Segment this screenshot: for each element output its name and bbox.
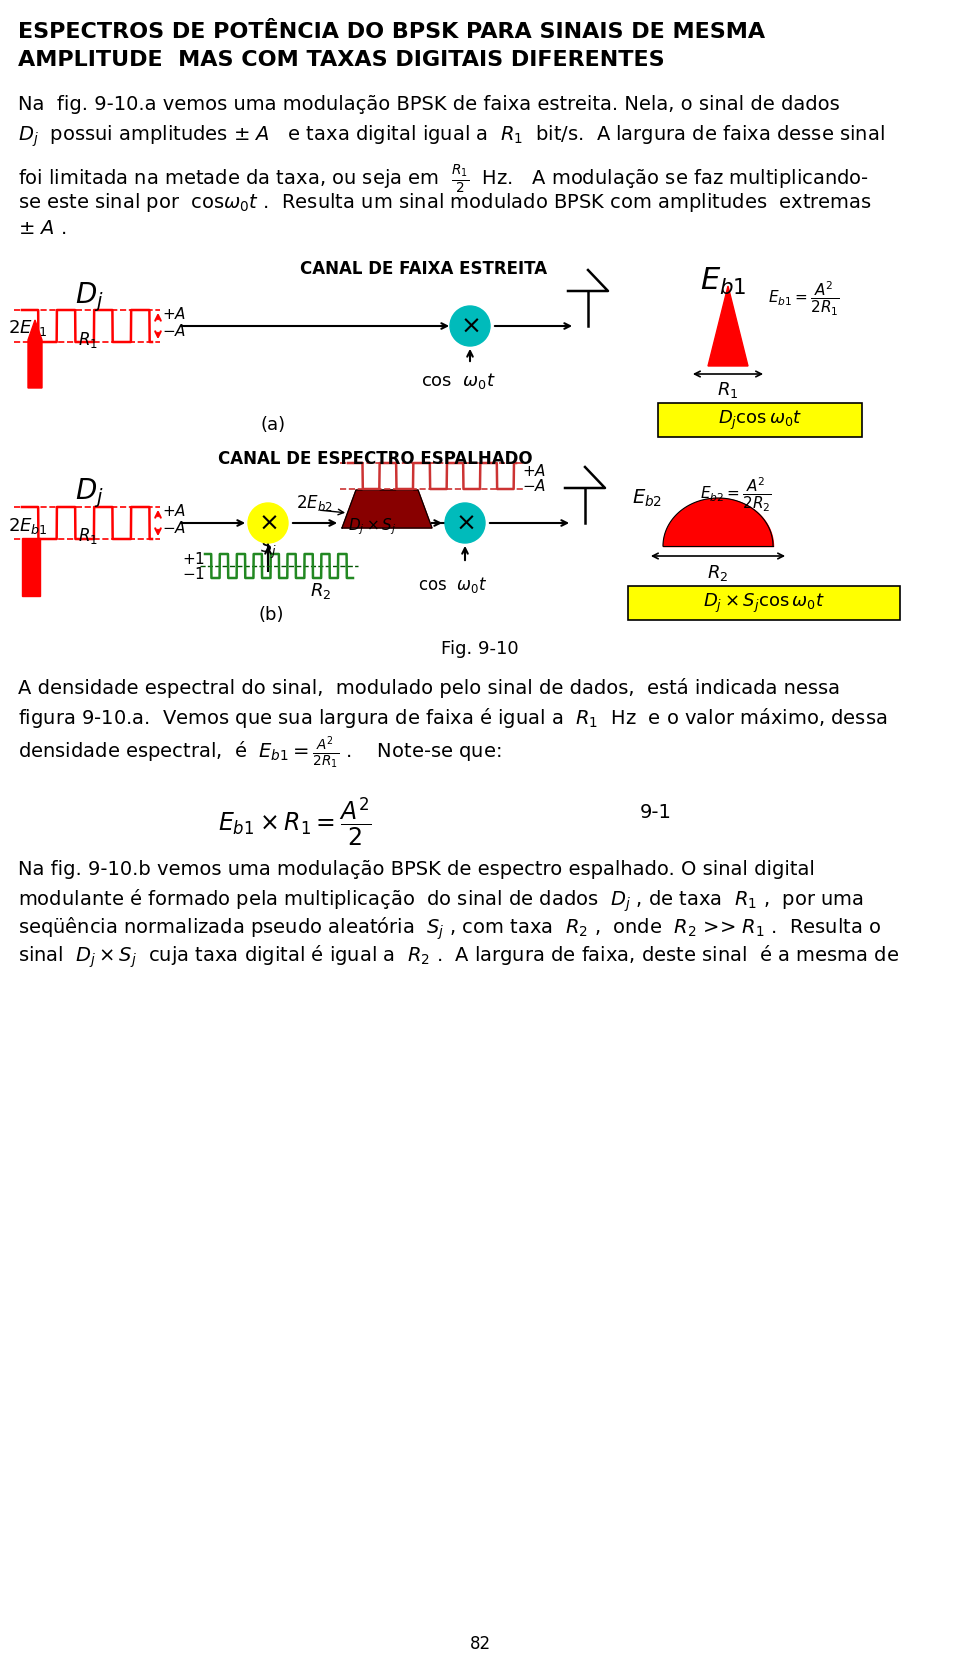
Text: CANAL DE FAIXA ESTREITA: CANAL DE FAIXA ESTREITA: [300, 260, 547, 278]
Text: $R_2$: $R_2$: [310, 580, 331, 602]
Text: $S_j$: $S_j$: [260, 537, 276, 562]
Text: densidade espectral,  é  $E_{b1} = \frac{A^2}{2R_1}$ .    Note-se que:: densidade espectral, é $E_{b1} = \frac{A…: [18, 734, 501, 770]
Text: foi limitada na metade da taxa, ou seja em  $\frac{R_1}{2}$  Hz.   A modulação s: foi limitada na metade da taxa, ou seja …: [18, 164, 869, 195]
Text: $2E_{b1}$: $2E_{b1}$: [8, 516, 48, 536]
Text: ± $A$ .: ± $A$ .: [18, 218, 66, 238]
Text: se este sinal por  cos$\omega_0 t$ .  Resulta um sinal modulado BPSK com amplitu: se este sinal por cos$\omega_0 t$ . Resu…: [18, 192, 872, 213]
Text: (b): (b): [258, 607, 283, 623]
Text: $+A$: $+A$: [162, 306, 186, 322]
Polygon shape: [708, 286, 748, 365]
Text: $-1$: $-1$: [182, 565, 205, 582]
Text: $D_j \cos\omega_0 t$: $D_j \cos\omega_0 t$: [718, 408, 803, 431]
Text: $E_{b1} \times R_1 = \dfrac{A^2}{2}$: $E_{b1} \times R_1 = \dfrac{A^2}{2}$: [218, 795, 372, 848]
Text: $E_{b2}=\dfrac{A^2}{2R_2}$: $E_{b2}=\dfrac{A^2}{2R_2}$: [700, 476, 772, 514]
Text: $\times$: $\times$: [455, 511, 475, 536]
Text: AMPLITUDE  MAS COM TAXAS DIGITAIS DIFERENTES: AMPLITUDE MAS COM TAXAS DIGITAIS DIFEREN…: [18, 50, 664, 69]
Text: $E_{b1}=\dfrac{A^2}{2R_1}$: $E_{b1}=\dfrac{A^2}{2R_1}$: [768, 279, 840, 317]
Text: (a): (a): [260, 417, 285, 435]
Text: $+1$: $+1$: [182, 550, 205, 567]
Text: $E_{b1}$: $E_{b1}$: [700, 266, 747, 298]
Text: CANAL DE ESPECTRO ESPALHADO: CANAL DE ESPECTRO ESPALHADO: [218, 450, 533, 468]
Text: Na  fig. 9-10.a vemos uma modulação BPSK de faixa estreita. Nela, o sinal de dad: Na fig. 9-10.a vemos uma modulação BPSK …: [18, 94, 840, 114]
Text: ESPECTROS DE POTÊNCIA DO BPSK PARA SINAIS DE MESMA: ESPECTROS DE POTÊNCIA DO BPSK PARA SINAI…: [18, 21, 765, 41]
Text: $D_j \times S_j \cos\omega_0 t$: $D_j \times S_j \cos\omega_0 t$: [703, 592, 825, 615]
Text: $\times$: $\times$: [460, 314, 480, 337]
Text: $2E_{b1}$: $2E_{b1}$: [8, 317, 48, 337]
Text: figura 9-10.a.  Vemos que sua largura de faixa é igual a  $R_1$  Hz  e o valor m: figura 9-10.a. Vemos que sua largura de …: [18, 706, 887, 731]
Text: $+A$: $+A$: [522, 463, 546, 479]
Text: $D_j \times S_j$: $D_j \times S_j$: [348, 516, 396, 537]
Text: $-A$: $-A$: [162, 521, 186, 536]
Text: sinal  $D_j \times S_j$  cuja taxa digital é igual a  $R_2$ .  A largura de faix: sinal $D_j \times S_j$ cuja taxa digital…: [18, 944, 900, 970]
Text: seqüência normalizada pseudo aleatória  $S_j$ , com taxa  $R_2$ ,  onde  $R_2$ >: seqüência normalizada pseudo aleatória $…: [18, 916, 881, 942]
Text: $E_{b2}$: $E_{b2}$: [632, 488, 662, 509]
Bar: [22, 537, 40, 597]
FancyBboxPatch shape: [628, 587, 900, 620]
Text: $-A$: $-A$: [522, 478, 546, 494]
Text: 9-1: 9-1: [640, 803, 672, 822]
Text: A densidade espectral do sinal,  modulado pelo sinal de dados,  está indicada ne: A densidade espectral do sinal, modulado…: [18, 678, 840, 698]
Text: $D_j$  possui amplitudes ± $A$   e taxa digital igual a  $R_1$  bit/s.  A largur: $D_j$ possui amplitudes ± $A$ e taxa dig…: [18, 122, 885, 149]
Circle shape: [450, 306, 490, 345]
Text: 82: 82: [469, 1635, 491, 1653]
Text: $R_1$: $R_1$: [78, 526, 98, 545]
Text: $R_2$: $R_2$: [708, 564, 729, 584]
Text: $-A$: $-A$: [162, 322, 186, 339]
Polygon shape: [28, 321, 42, 388]
Circle shape: [248, 503, 288, 542]
Text: cos  $\omega_0 t$: cos $\omega_0 t$: [420, 370, 495, 392]
Polygon shape: [342, 489, 432, 527]
Text: $2E_{b2}$: $2E_{b2}$: [296, 493, 333, 512]
Text: $+A$: $+A$: [162, 503, 186, 519]
Circle shape: [445, 503, 485, 542]
Text: modulante é formado pela multiplicação  do sinal de dados  $D_j$ , de taxa  $R_1: modulante é formado pela multiplicação d…: [18, 888, 864, 914]
Text: $D_j$: $D_j$: [75, 476, 104, 509]
Text: $R_1$: $R_1$: [717, 380, 738, 400]
FancyBboxPatch shape: [658, 403, 862, 436]
Text: Fig. 9-10: Fig. 9-10: [442, 640, 518, 658]
Text: cos  $\omega_0 t$: cos $\omega_0 t$: [419, 575, 488, 595]
Text: $R_1$: $R_1$: [78, 331, 98, 350]
Text: $D_j$: $D_j$: [75, 279, 104, 314]
Text: Na fig. 9-10.b vemos uma modulação BPSK de espectro espalhado. O sinal digital: Na fig. 9-10.b vemos uma modulação BPSK …: [18, 860, 815, 879]
Text: $\times$: $\times$: [258, 511, 277, 536]
